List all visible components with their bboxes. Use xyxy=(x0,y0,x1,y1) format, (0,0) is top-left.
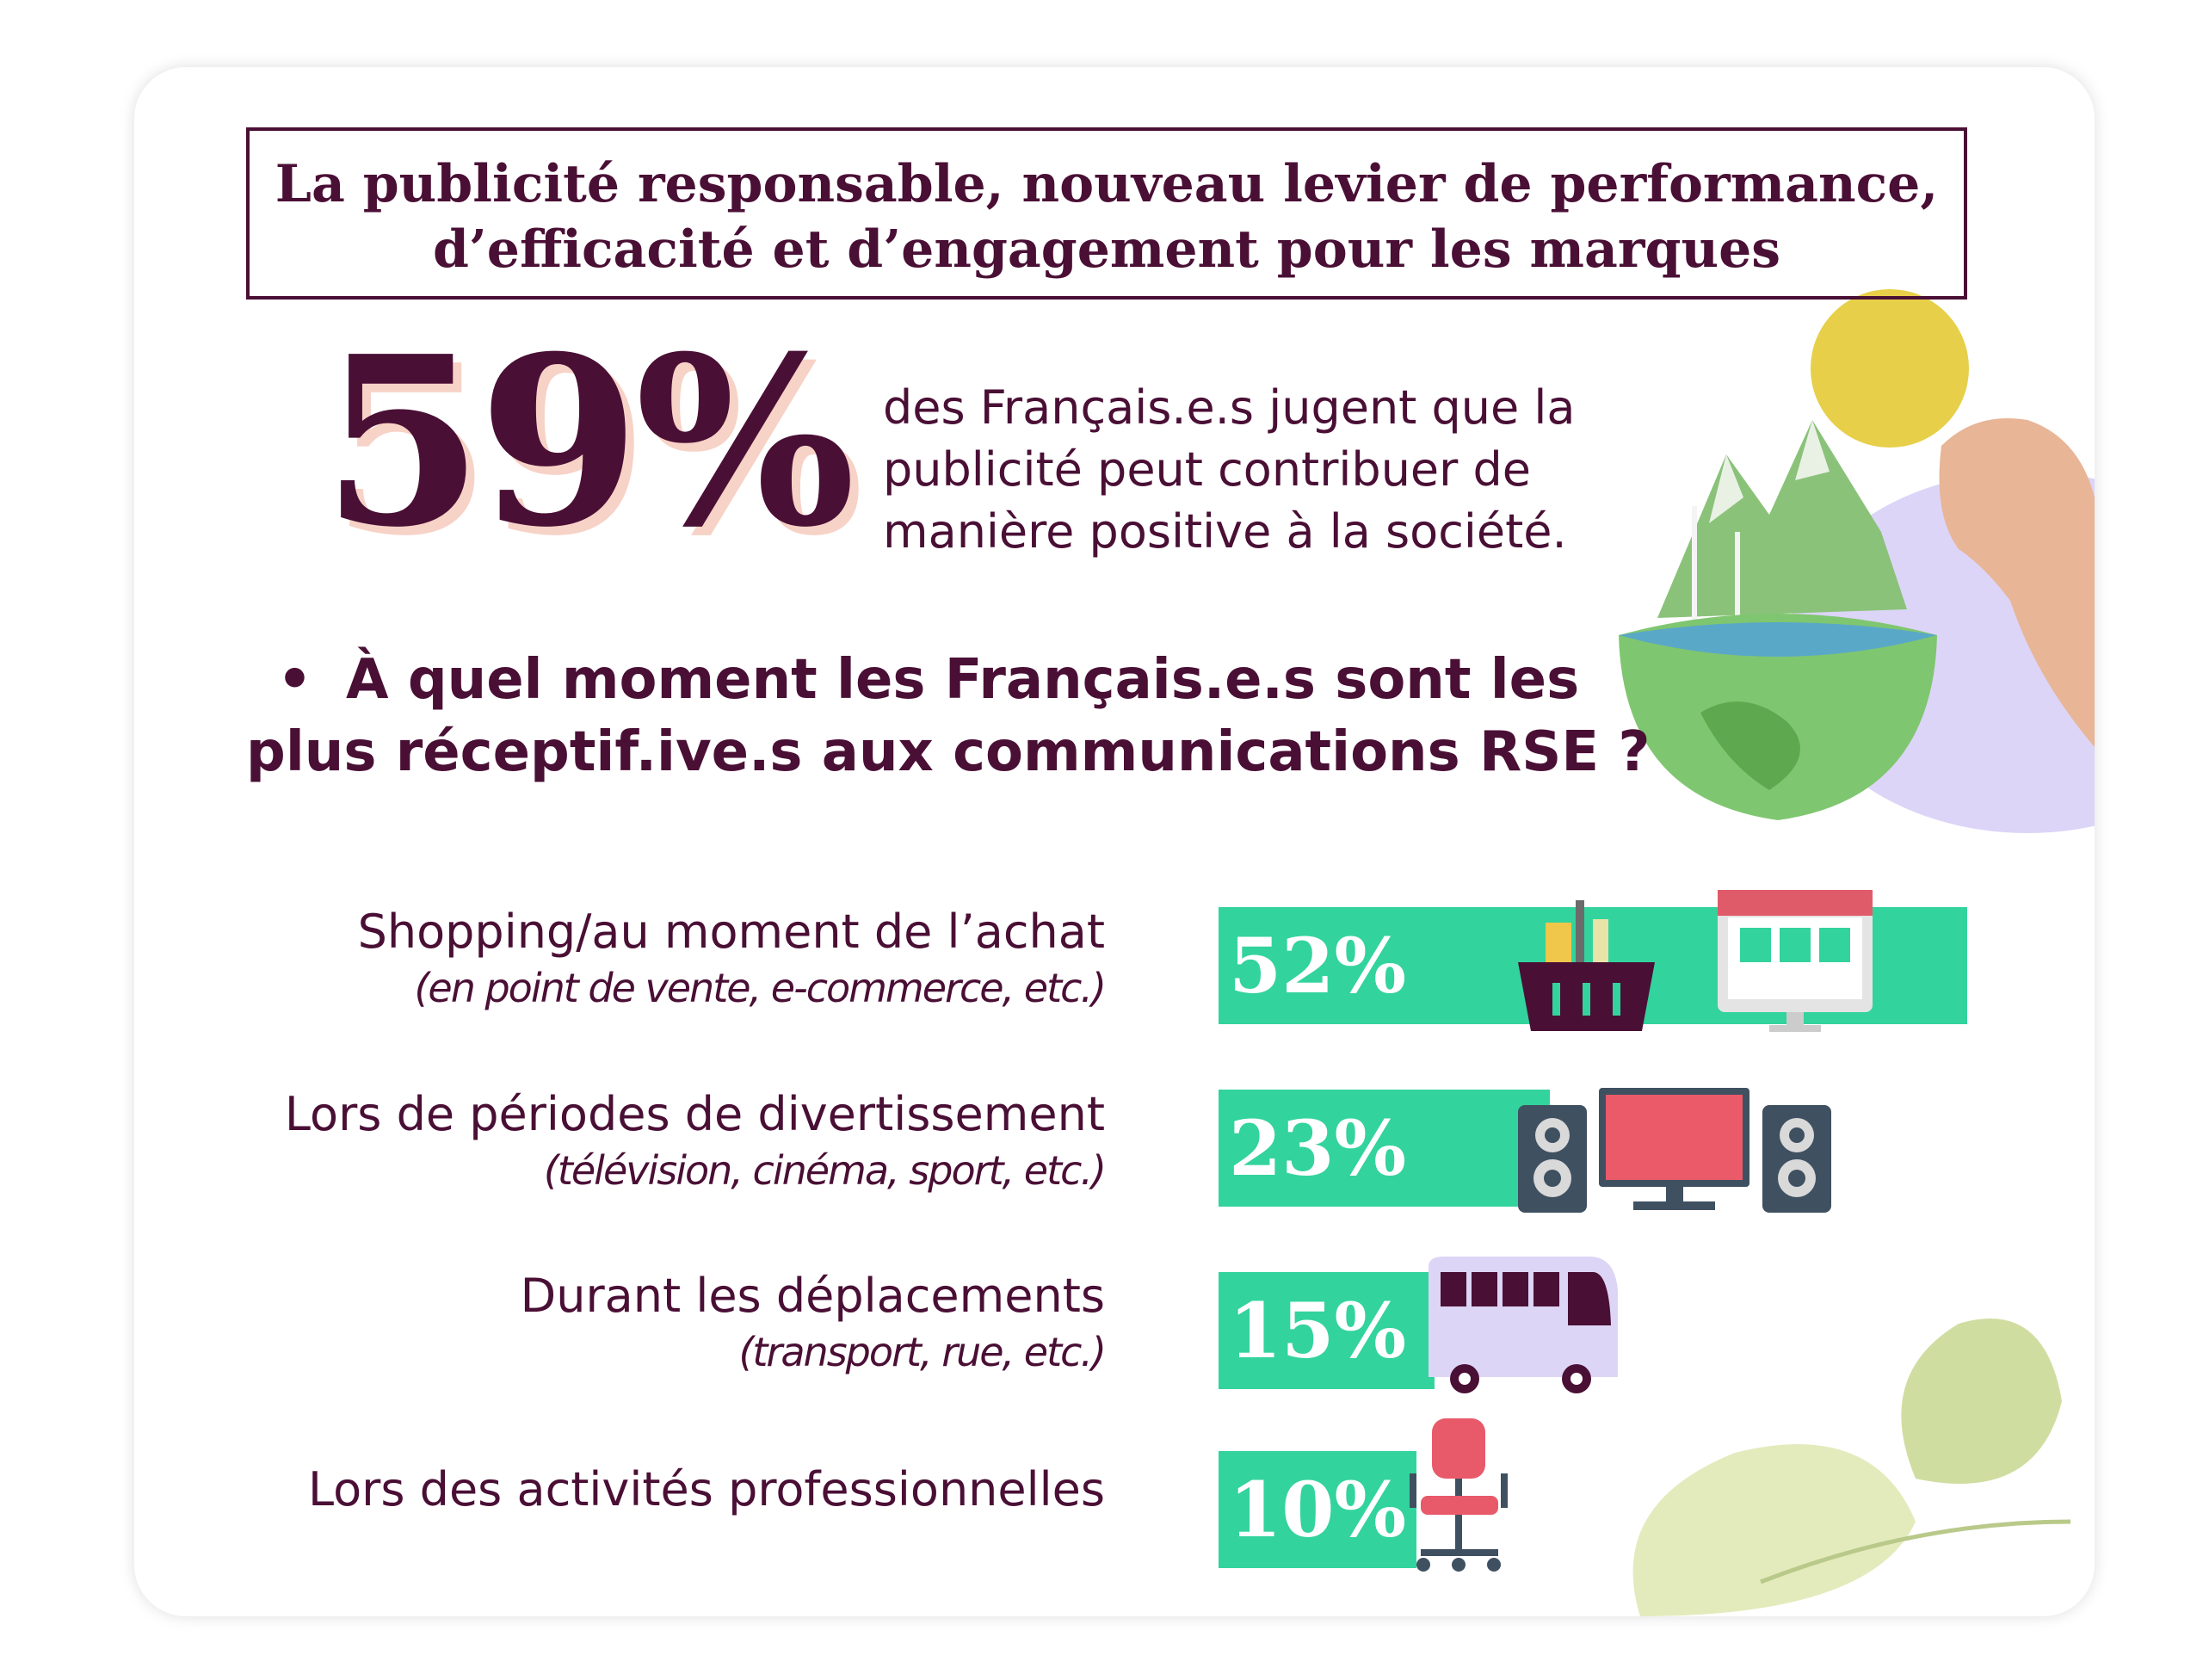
online-store-icon xyxy=(1718,890,1873,1032)
row-label-work: Lors des activités professionnelles xyxy=(134,1460,1105,1520)
bar-entertainment xyxy=(1219,1090,1550,1207)
office-chair-icon xyxy=(1410,1418,1508,1572)
category-sublabel: (transport, rue, etc.) xyxy=(738,1329,1107,1375)
bar-work xyxy=(1219,1451,1416,1568)
category-label: Lors des activités professionnelles xyxy=(308,1462,1105,1516)
leaf-decoration-icon xyxy=(1632,1319,2071,1616)
value-label: 23% xyxy=(1229,1103,1407,1193)
category-label: Lors de périodes de divertissement xyxy=(284,1087,1105,1141)
hand-icon xyxy=(1939,418,2095,747)
speaker-icon xyxy=(1518,1105,1587,1213)
row-label-entertainment: Lors de périodes de divertissement (télé… xyxy=(134,1084,1107,1196)
headline-description-line: des Français.e.s jugent que la xyxy=(883,380,1576,435)
row-label-shopping: Shopping/au moment de l’achat (en point … xyxy=(134,902,1107,1014)
value-label: 15% xyxy=(1229,1286,1407,1375)
earth-illustration-icon xyxy=(1619,420,1937,820)
headline-description-line: publicité peut contribuer de xyxy=(883,442,1532,497)
section-question: • À quel moment les Français.e.s sont les… xyxy=(246,644,1650,788)
infographic-card: La publicité responsable, nouveau levier… xyxy=(134,67,2095,1616)
bus-icon xyxy=(1429,1257,1618,1393)
headline-description-line: manière positive à la société. xyxy=(883,504,1567,559)
question-line-2: plus réceptif.ive.s aux communications R… xyxy=(246,720,1651,784)
question-line-1: À quel moment les Français.e.s sont les xyxy=(346,648,1580,712)
headline-percentage: 59% xyxy=(322,305,855,578)
title-line-1: La publicité responsable, nouveau levier… xyxy=(275,154,1939,214)
sun-disc-icon xyxy=(1811,289,1969,448)
value-label: 10% xyxy=(1229,1465,1407,1554)
row-label-travel: Durant les déplacements (transport, rue,… xyxy=(134,1266,1107,1378)
category-sublabel: (télévision, cinéma, sport, etc.) xyxy=(543,1147,1107,1194)
bullet-point: • xyxy=(277,648,312,712)
shopping-basket-icon xyxy=(1518,900,1655,1031)
value-label: 52% xyxy=(1229,921,1407,1010)
category-sublabel: (en point de vente, e-commerce, etc.) xyxy=(414,965,1107,1011)
speaker-icon xyxy=(1762,1105,1831,1213)
category-label: Durant les déplacements xyxy=(520,1269,1105,1323)
television-icon xyxy=(1599,1088,1749,1210)
category-label: Shopping/au moment de l’achat xyxy=(357,905,1105,959)
headline-description: des Français.e.s jugent que la publicité… xyxy=(883,377,1657,563)
title-line-2: d’efficacité et d’engagement pour les ma… xyxy=(432,219,1781,280)
bar-travel xyxy=(1219,1272,1435,1389)
title-box: La publicité responsable, nouveau levier… xyxy=(246,127,1967,300)
